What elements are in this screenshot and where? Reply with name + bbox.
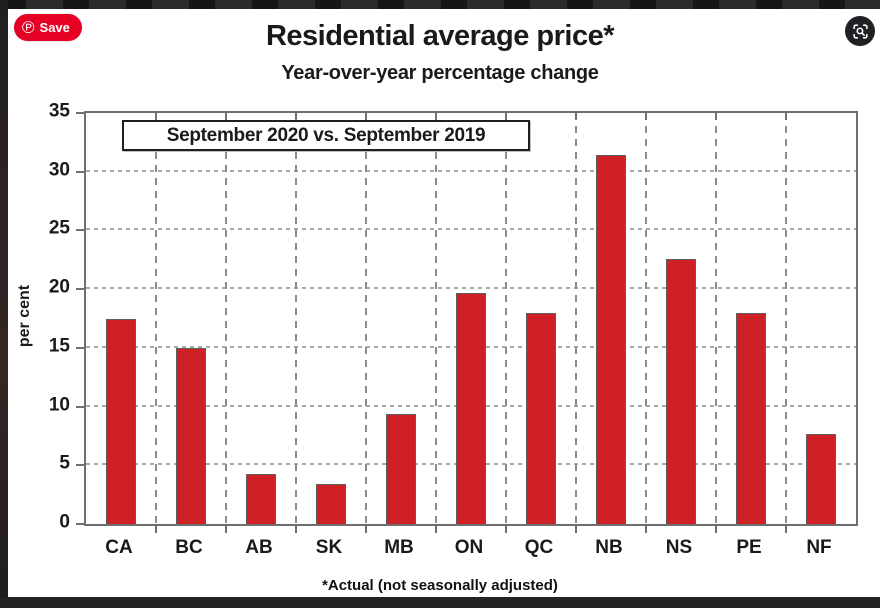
category-tick-top-4 [365, 113, 367, 120]
y-tick-label-0: 0 [59, 511, 70, 533]
pinterest-save-button[interactable]: ℗ Save [14, 14, 82, 41]
bar-NS [666, 258, 696, 524]
category-tick-top-7 [575, 113, 577, 120]
y-tick-label-30: 30 [48, 159, 70, 181]
category-tick-bottom-4 [365, 526, 367, 533]
legend-box: September 2020 vs. September 2019 [122, 120, 530, 151]
y-tick-label-10: 10 [48, 394, 70, 416]
gridline-x-9 [715, 113, 717, 524]
pinterest-logo-icon: ℗ [22, 18, 35, 37]
gridline-x-1 [155, 113, 157, 524]
x-label-QC: QC [524, 537, 554, 558]
x-label-MB: MB [384, 537, 414, 558]
page-title: Residential average price* [265, 20, 615, 52]
category-tick-bottom-6 [505, 526, 507, 533]
bar-ON [456, 292, 486, 524]
x-label-AB: AB [245, 537, 273, 558]
category-tick-bottom-10 [785, 526, 787, 533]
category-tick-bottom-8 [645, 526, 647, 533]
category-tick-top-5 [435, 113, 437, 120]
y-tick-label-5: 5 [59, 452, 70, 474]
category-tick-bottom-7 [575, 526, 577, 533]
legend-label: September 2020 vs. September 2019 [166, 124, 486, 146]
y-tick-25 [76, 229, 84, 232]
category-tick-top-1 [155, 113, 157, 120]
category-tick-bottom-1 [155, 526, 157, 533]
gridline-x-6 [505, 113, 507, 524]
bar-NF [806, 433, 836, 524]
y-tick-0 [76, 523, 84, 525]
bar-NB [596, 155, 626, 524]
category-tick-bottom-2 [225, 526, 227, 533]
y-tick-15 [76, 346, 84, 349]
y-tick-label-35: 35 [48, 100, 70, 122]
gridline-x-3 [295, 113, 297, 524]
x-label-ON: ON [454, 537, 484, 558]
y-tick-20 [76, 288, 84, 291]
bar-QC [525, 312, 556, 524]
x-label-BC: BC [175, 537, 203, 558]
y-axis-tick-labels: 0 5 10 15 20 25 30 35 [0, 102, 70, 532]
y-tick-30 [76, 170, 84, 173]
bar-BC [176, 347, 206, 524]
y-tick-10 [76, 405, 84, 408]
plot-area: September 2020 vs. September 2019 [76, 111, 858, 533]
gridline-x-4 [365, 113, 367, 524]
gridline-x-7 [575, 113, 577, 524]
x-label-NS: NS [665, 537, 693, 558]
category-tick-bottom-9 [715, 526, 717, 533]
bar-SK [316, 484, 346, 524]
x-label-SK: SK [315, 537, 343, 558]
x-axis-labels: CA BC AB SK MB ON QC NB NS PE NF [84, 537, 854, 559]
gridline-x-5 [435, 113, 437, 524]
gridline-x-10 [785, 113, 787, 524]
gridline-y-20 [86, 287, 856, 290]
bottom-edge-crop-strip [0, 597, 880, 608]
category-tick-bottom-3 [295, 526, 297, 533]
y-tick-5 [76, 464, 84, 467]
gridline-y-25 [86, 228, 856, 231]
x-label-PE: PE [736, 537, 762, 558]
top-edge-crop-strip [0, 0, 880, 9]
y-tick-label-20: 20 [48, 276, 70, 298]
bar-CA [106, 318, 136, 524]
category-tick-top-9 [715, 113, 717, 120]
x-label-NB: NB [595, 537, 623, 558]
y-tick-label-15: 15 [48, 335, 70, 357]
gridline-x-8 [645, 113, 647, 524]
y-tick-35 [76, 112, 84, 114]
pinterest-save-label: Save [39, 20, 70, 35]
category-tick-top-10 [785, 113, 787, 120]
left-edge-crop-strip [0, 0, 8, 608]
category-tick-top-2 [225, 113, 227, 120]
lens-glyph [852, 23, 868, 39]
bar-AB [246, 473, 276, 524]
category-tick-top-8 [645, 113, 647, 120]
page-subtitle: Year-over-year percentage change [281, 62, 599, 84]
category-tick-bottom-5 [435, 526, 437, 533]
gridline-y-30 [86, 169, 856, 172]
bar-MB [386, 413, 416, 524]
bar-PE [736, 312, 766, 524]
x-label-CA: CA [105, 537, 133, 558]
category-tick-top-6 [505, 113, 507, 120]
category-tick-top-3 [295, 113, 297, 120]
image-search-icon[interactable] [845, 16, 875, 46]
y-tick-label-25: 25 [48, 217, 70, 239]
footnote: *Actual (not seasonally adjusted) [322, 577, 558, 594]
x-label-NF: NF [806, 537, 832, 558]
gridline-x-2 [225, 113, 227, 524]
